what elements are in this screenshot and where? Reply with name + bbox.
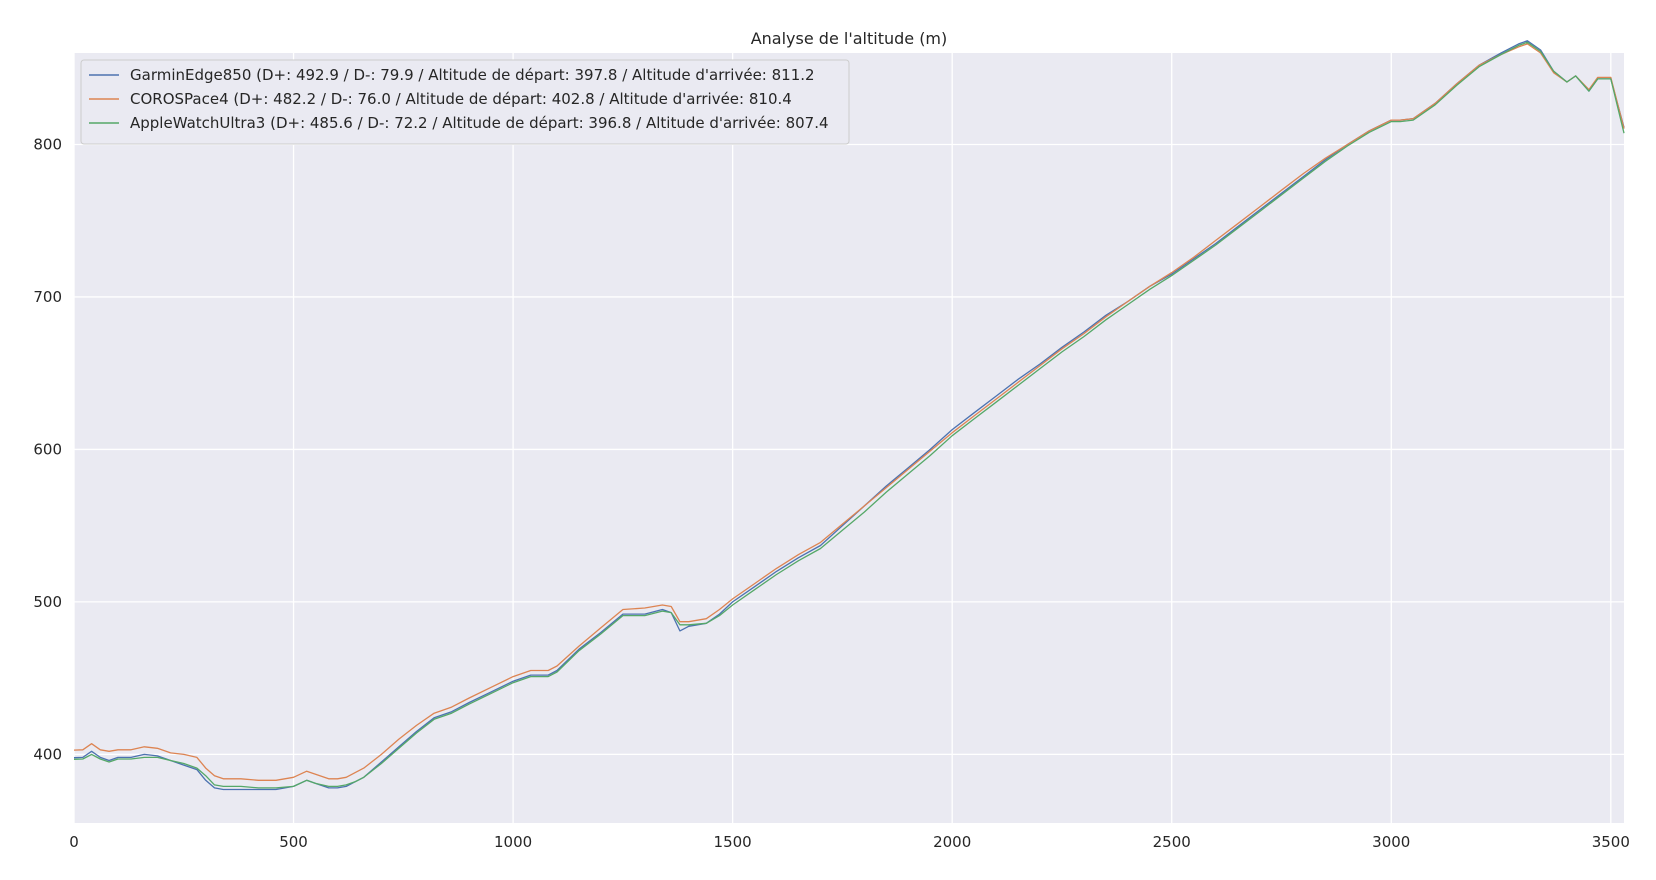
- series-lines: [73, 40, 1625, 791]
- plot-area: [74, 53, 1624, 823]
- tick-labels: 0 500 1000 1500 2000 2500 3000 3500 400 500 600 700…: [33, 135, 1630, 851]
- legend-label: AppleWatchUltra3 (D+: 485.6 / D-: 72.2 /…: [130, 114, 829, 132]
- legend-label: GarminEdge850 (D+: 492.9 / D-: 79.9 / Al…: [130, 66, 815, 84]
- y-tick-label: 600: [33, 440, 62, 458]
- x-tick-label: 500: [279, 833, 308, 851]
- legend: GarminEdge850 (D+: 492.9 / D-: 79.9 / Al…: [80, 59, 850, 145]
- x-tick-label: 2500: [1153, 833, 1191, 851]
- x-tick-label: 2000: [933, 833, 971, 851]
- x-tick-label: 1000: [494, 833, 532, 851]
- grid-lines: [73, 53, 1624, 823]
- x-tick-label: 0: [69, 833, 79, 851]
- series-line-1: [73, 43, 1625, 781]
- x-tick-label: 3000: [1372, 833, 1410, 851]
- y-tick-label: 500: [33, 593, 62, 611]
- series-line-2: [73, 41, 1625, 789]
- y-tick-label: 700: [33, 288, 62, 306]
- chart-title: Analyse de l'altitude (m): [751, 29, 948, 48]
- legend-label: COROSPace4 (D+: 482.2 / D-: 76.0 / Altit…: [130, 90, 792, 108]
- legend-box: [80, 59, 850, 145]
- x-tick-label: 3500: [1592, 833, 1630, 851]
- y-tick-label: 800: [33, 135, 62, 153]
- y-tick-label: 400: [33, 745, 62, 763]
- x-tick-label: 1500: [714, 833, 752, 851]
